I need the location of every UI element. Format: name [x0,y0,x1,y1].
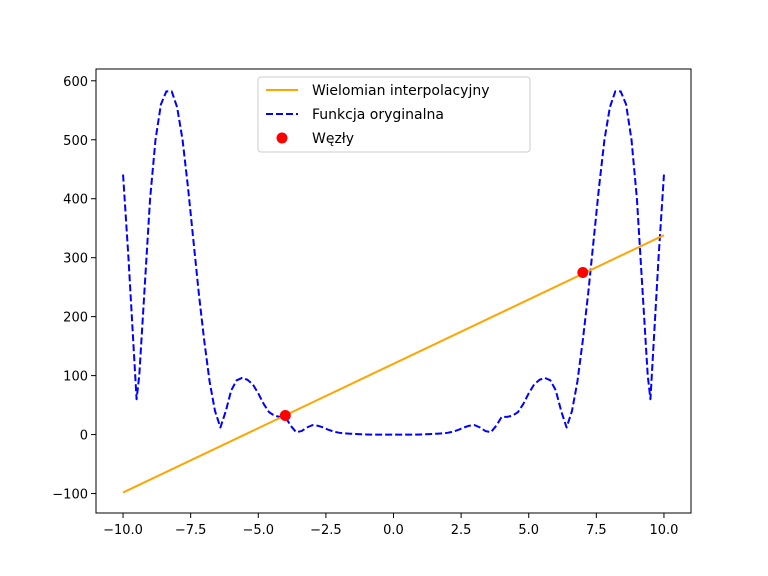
node-point [577,267,589,279]
y-tick-label: 100 [63,370,88,385]
axis-ticks: −10.0 −7.5 −5.0 −2.5 0.0 2.5 5.0 7.5 10.0 −100 0 10… [52,75,678,538]
legend-marker-nodes [276,132,288,144]
y-tick-label: 300 [63,252,88,267]
series-line-interpolating-polynomial [122,234,665,494]
x-tick-label: 7.5 [586,523,607,538]
x-tick-label: −7.5 [175,523,207,538]
legend-label-nodes: Węzły [312,131,354,147]
x-tick-label: 0.0 [383,523,404,538]
series-line-original-function [122,90,665,436]
node-point [279,409,291,421]
x-tick-label: −5.0 [242,523,274,538]
x-tick-label: 5.0 [518,523,539,538]
legend-label-original: Funkcja oryginalna [312,107,444,123]
y-tick-label: 600 [63,75,88,90]
axes-frame [95,68,692,514]
x-tick-label: 10.0 [649,523,678,538]
x-tick-label: −2.5 [310,523,342,538]
x-tick-label: −10.0 [103,523,143,538]
legend: Wielomian interpolacyjny Funkcja orygina… [257,76,531,153]
x-tick-label: 2.5 [451,523,472,538]
y-tick-label: −100 [52,488,88,503]
y-tick-label: 200 [63,311,88,326]
y-tick-label: 500 [63,134,88,149]
y-tick-label: 0 [80,429,88,444]
legend-label-interpolating: Wielomian interpolacyjny [312,83,490,99]
legend-box [257,76,531,153]
series-layer [122,90,665,494]
y-tick-label: 400 [63,193,88,208]
